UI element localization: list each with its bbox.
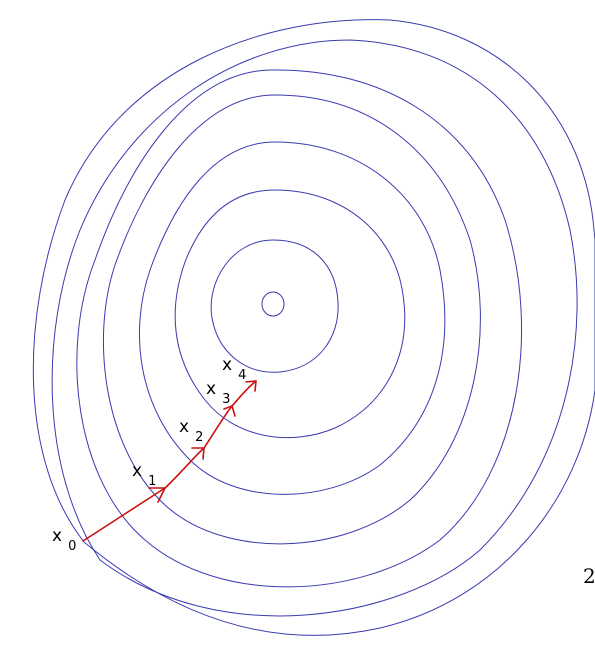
step-arrow-3 bbox=[203, 405, 233, 449]
iterate-label-4: x4 bbox=[222, 355, 246, 383]
contour-line-7 bbox=[210, 239, 339, 373]
contour-lines bbox=[32, 19, 595, 636]
contour-line-2 bbox=[51, 39, 578, 617]
edge-text-fragment: 2 bbox=[583, 564, 595, 588]
iterate-label-2: x2 bbox=[179, 417, 203, 445]
iterate-label-1: x1 bbox=[132, 461, 156, 489]
contour-line-5 bbox=[138, 141, 446, 495]
contour-line-1 bbox=[32, 19, 595, 636]
iterate-labels: x0 x1 x2 x3 x4 bbox=[52, 355, 246, 554]
iterate-label-3: x3 bbox=[206, 379, 230, 407]
contour-line-3 bbox=[76, 69, 523, 588]
contour-line-8 bbox=[261, 291, 285, 317]
step-arrow-4 bbox=[231, 380, 257, 407]
descent-path bbox=[82, 380, 257, 542]
contour-line-6 bbox=[174, 189, 406, 439]
step-arrowhead-4 bbox=[245, 380, 257, 392]
iterate-label-0: x0 bbox=[52, 526, 76, 554]
contour-line-4 bbox=[102, 94, 481, 545]
step-arrow-1 bbox=[82, 487, 166, 542]
step-arrow-2 bbox=[164, 447, 205, 489]
